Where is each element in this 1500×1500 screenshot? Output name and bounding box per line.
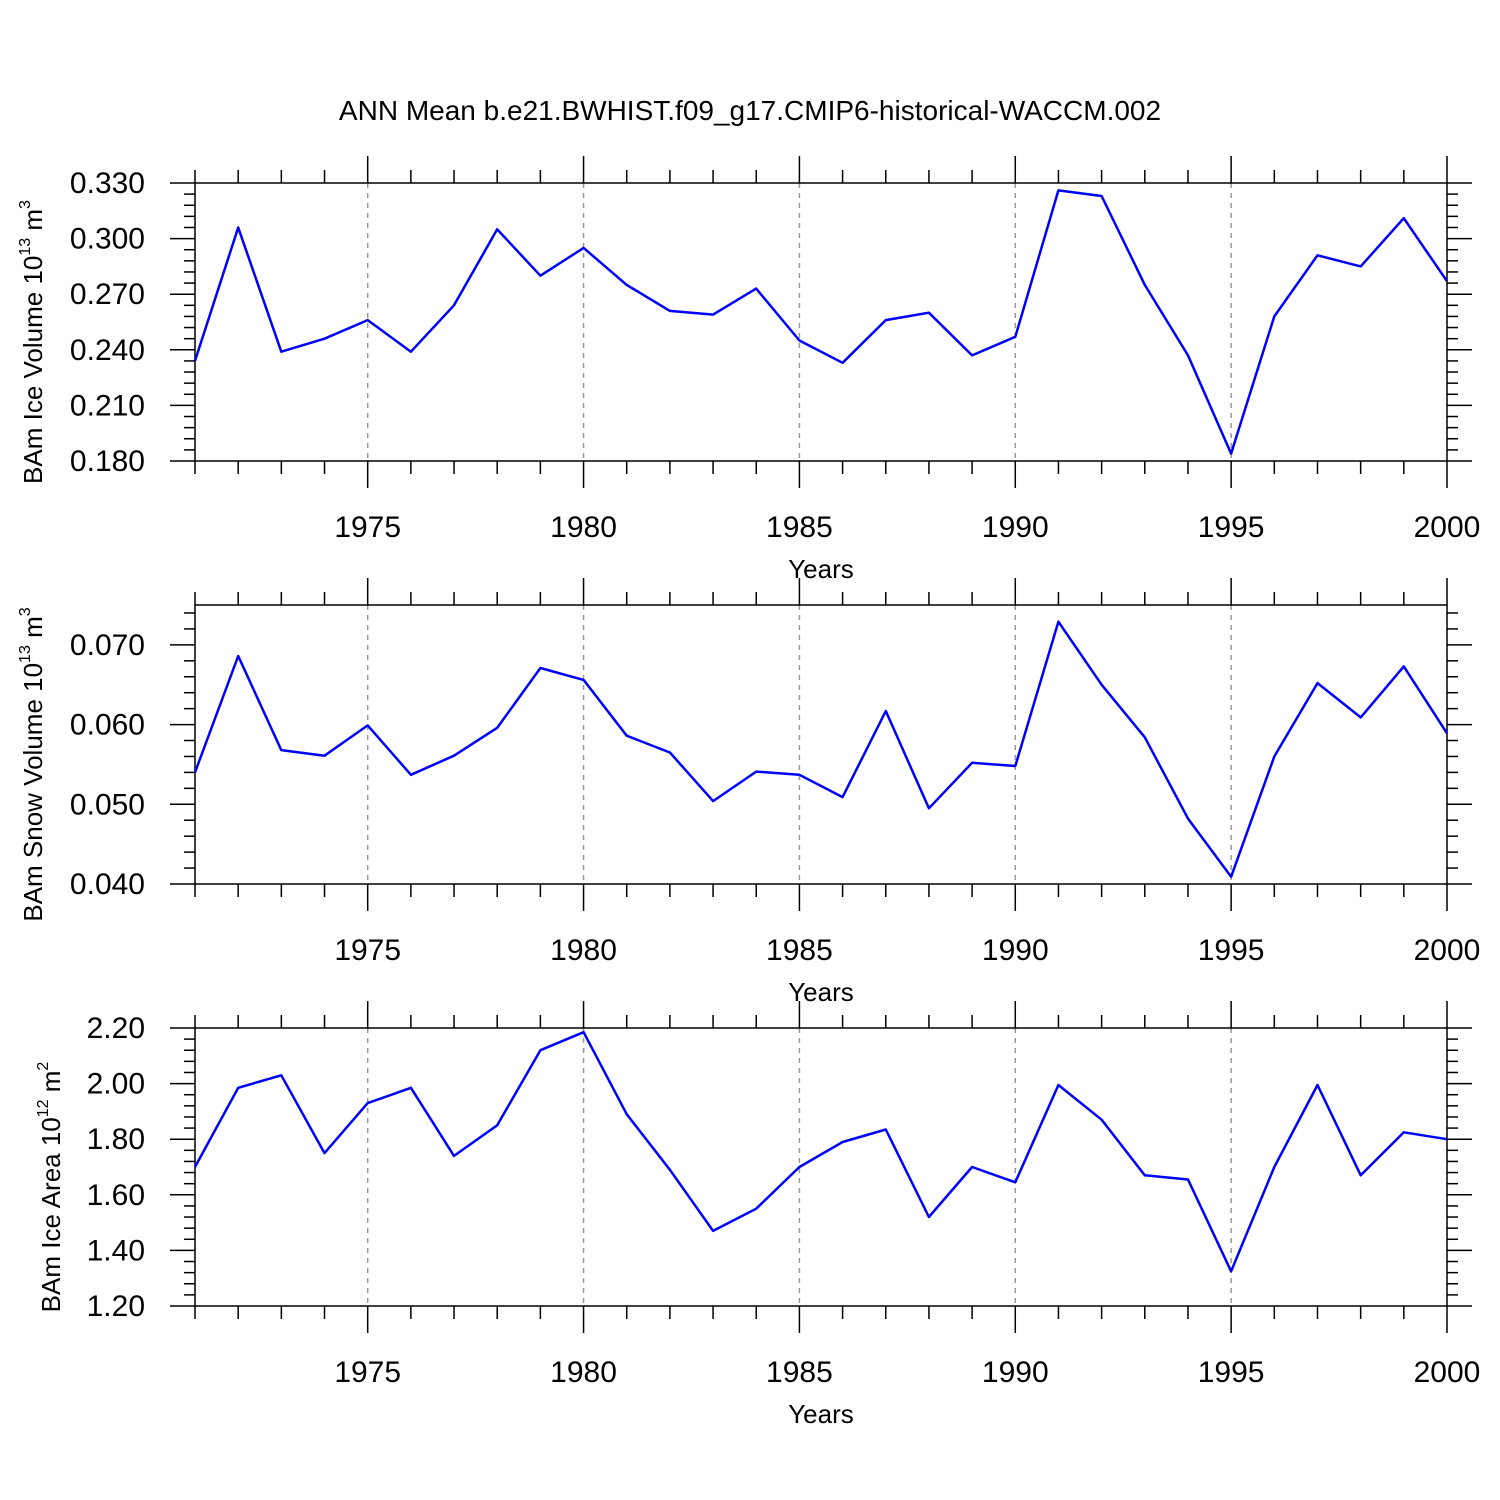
y-tick-label: 0.180 [70, 445, 145, 478]
series-line [193, 620, 1449, 879]
y-tick-label: 0.210 [70, 389, 145, 422]
x-tick-label: 1995 [1198, 511, 1265, 544]
y-tick-label: 2.00 [87, 1068, 145, 1101]
y-tick-label: 0.060 [70, 709, 145, 742]
plot-frame [194, 1027, 1448, 1307]
x-tick-label: 1985 [766, 934, 833, 967]
x-tick-label: 1980 [550, 511, 617, 544]
x-tick-label: 1995 [1198, 934, 1265, 967]
panel-2: 0.040 0.050 0.060 0.070 1975 1980 1985 1990 1995… [17, 578, 1480, 1007]
panel-3: 1.20 1.40 1.60 1.80 2.00 2.20 1975 1980 1985 1990… [35, 1001, 1480, 1429]
x-tick-label: 1980 [550, 1356, 617, 1389]
y-tick-label: 1.20 [87, 1290, 145, 1323]
y-tick-label: 0.240 [70, 334, 145, 367]
y-tick-label: 1.80 [87, 1123, 145, 1156]
x-tick-label: 1995 [1198, 1356, 1265, 1389]
x-tick-label: 2000 [1414, 1356, 1481, 1389]
x-tick-label: 2000 [1414, 511, 1481, 544]
x-tick-label: 1985 [766, 511, 833, 544]
series-line [193, 1030, 1448, 1273]
series-line [193, 189, 1449, 455]
x-axis-title: Years [788, 554, 854, 584]
y-tick-label: 0.050 [70, 788, 145, 821]
x-axis-title: Years [788, 1399, 854, 1429]
x-tick-label: 2000 [1414, 934, 1481, 967]
y-tick-label: 2.20 [87, 1012, 145, 1045]
y-tick-label: 0.270 [70, 278, 145, 311]
y-tick-label: 0.040 [70, 868, 145, 901]
y-axis-title: BAm Snow Volume 1013 m3 [17, 607, 48, 921]
plot-frame [194, 604, 1448, 885]
chart-title: ANN Mean b.e21.BWHIST.f09_g17.CMIP6-hist… [339, 95, 1161, 126]
x-tick-label: 1975 [334, 1356, 401, 1389]
x-axis-title: Years [788, 977, 854, 1007]
panel-1: 0.180 0.210 0.240 0.270 0.300 0.330 1975 1980 19… [17, 156, 1480, 584]
y-tick-label: 1.60 [87, 1179, 145, 1212]
y-tick-label: 0.300 [70, 223, 145, 256]
x-tick-label: 1990 [982, 1356, 1049, 1389]
x-tick-label: 1985 [766, 1356, 833, 1389]
x-tick-label: 1990 [982, 934, 1049, 967]
y-tick-label: 0.070 [70, 629, 145, 662]
x-tick-label: 1990 [982, 511, 1049, 544]
y-tick-label: 1.40 [87, 1234, 145, 1267]
x-tick-label: 1980 [550, 934, 617, 967]
x-tick-label: 1975 [334, 511, 401, 544]
plot-frame [194, 182, 1448, 462]
y-tick-label: 0.330 [70, 167, 145, 200]
y-axis-title: BAm Ice Volume 1013 m3 [17, 200, 48, 484]
y-axis-title: BAm Ice Area 1012 m2 [35, 1062, 66, 1313]
x-tick-label: 1975 [334, 934, 401, 967]
